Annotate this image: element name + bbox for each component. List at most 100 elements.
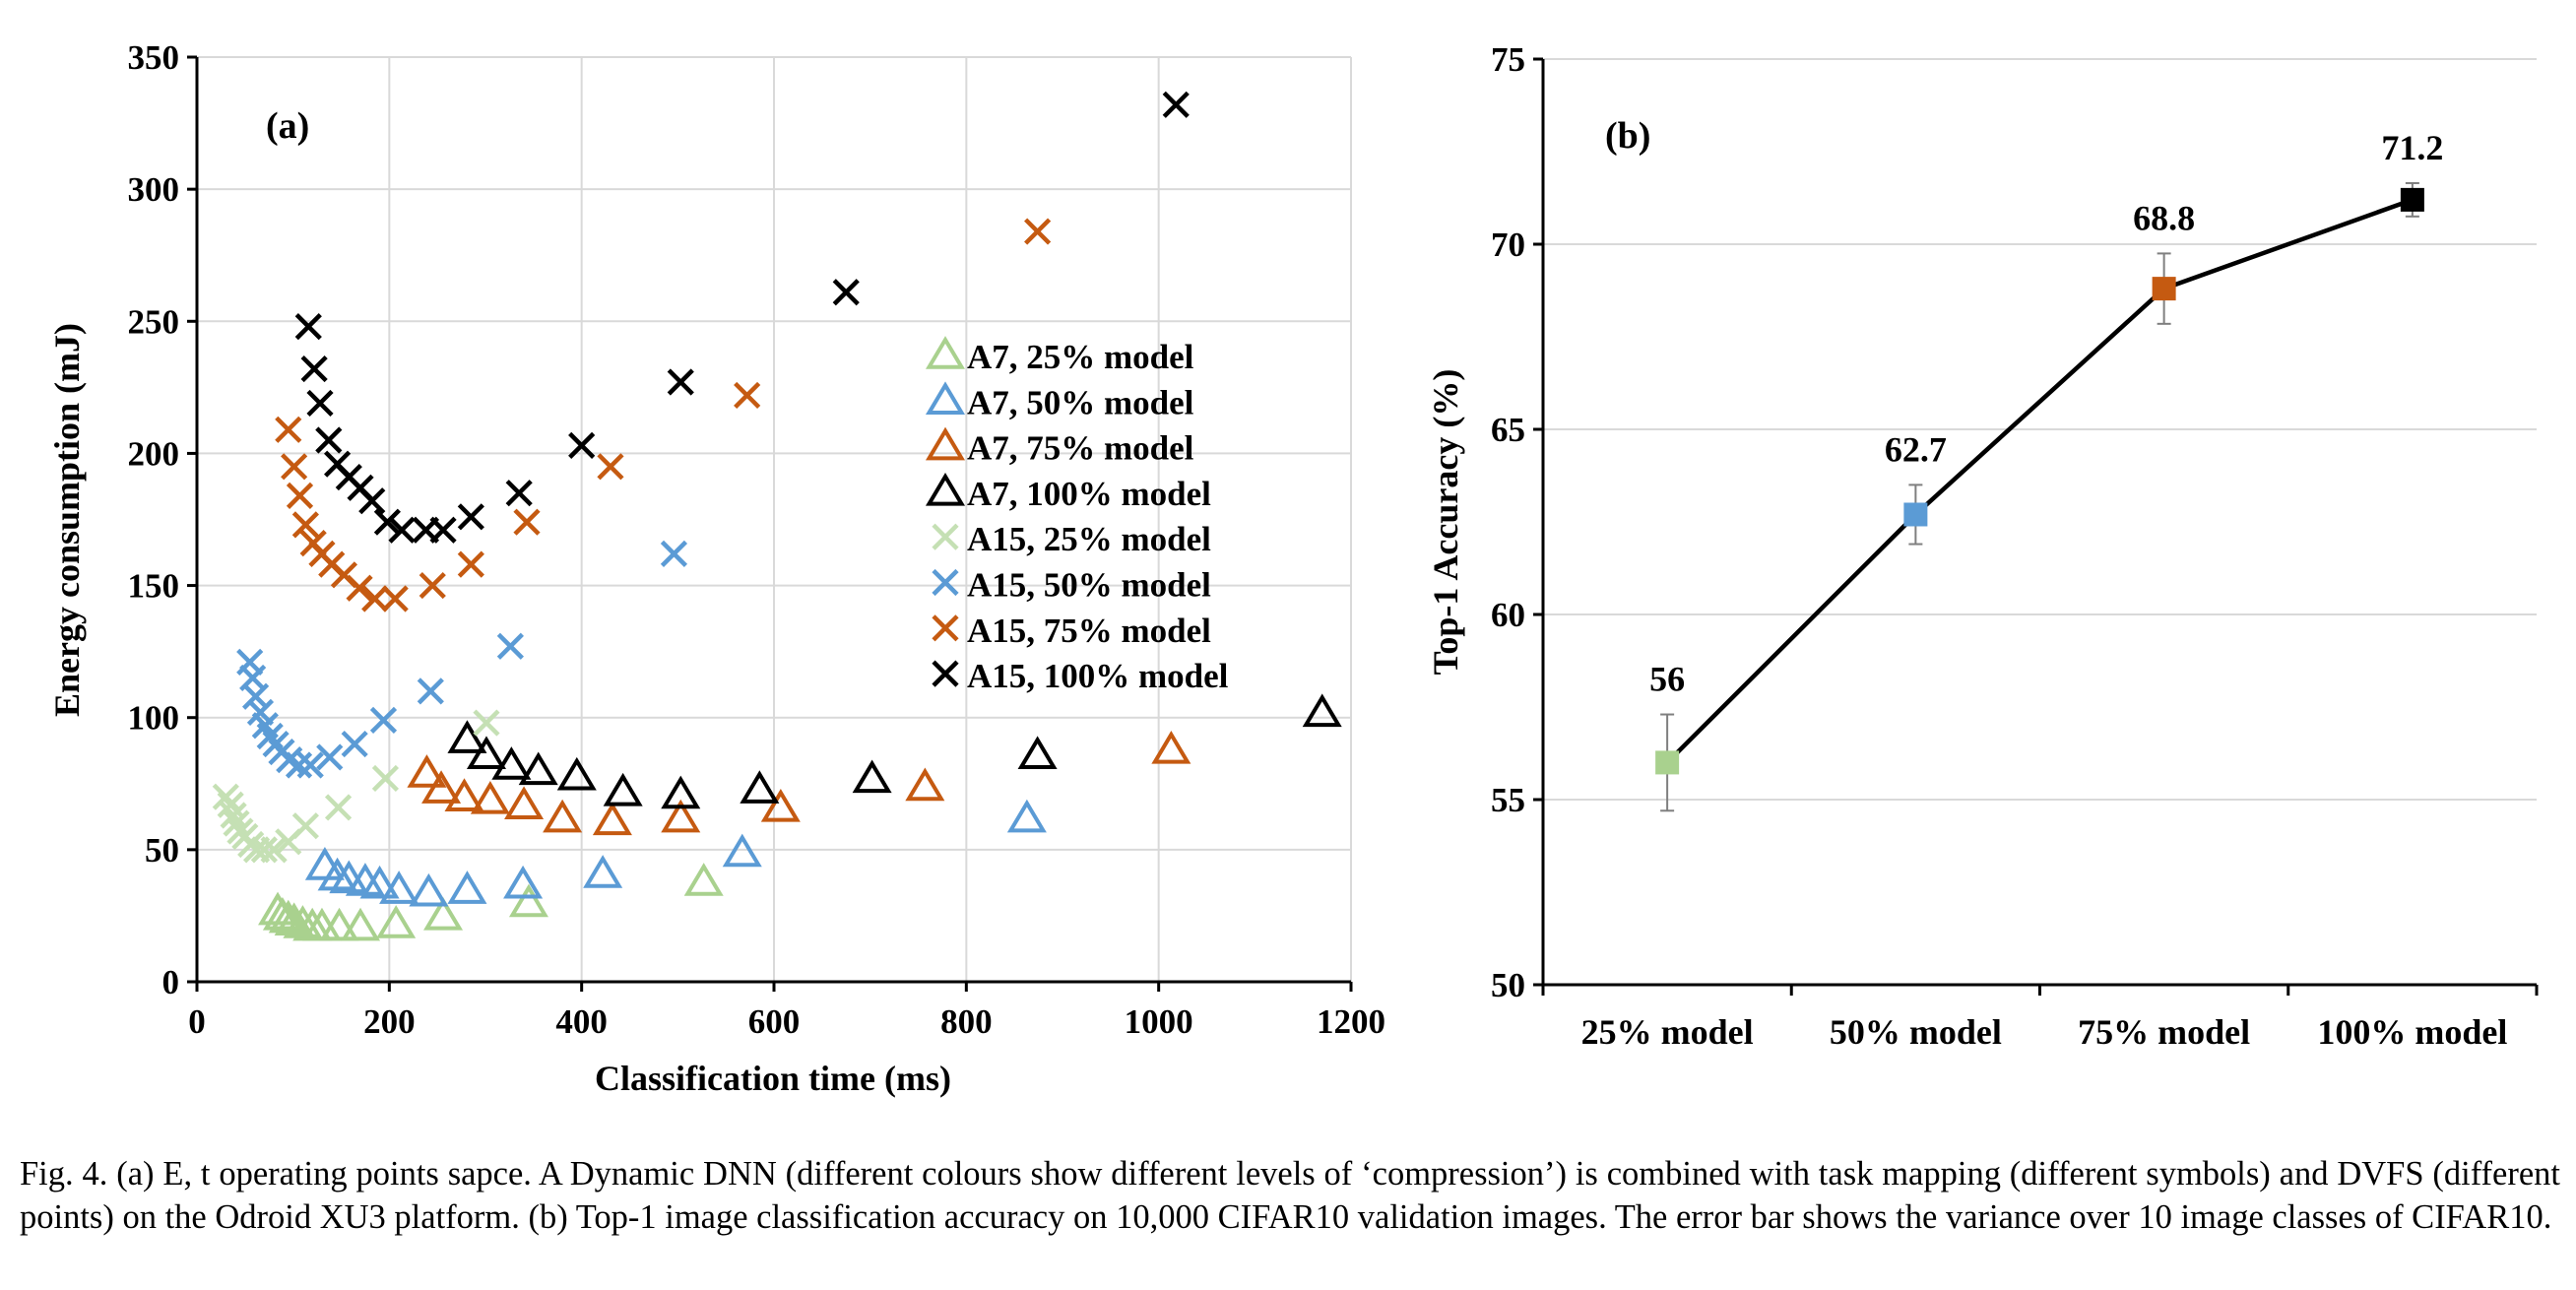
chart-a-point xyxy=(457,550,484,578)
chart-a-point xyxy=(905,767,945,802)
chart-b: 50 55 60 65 70 75 25% model 50% model 75% model 1… xyxy=(1426,40,2539,1052)
chart-a-x-axis-label: Classification time (ms) xyxy=(595,1059,951,1098)
chart-a-point xyxy=(603,772,643,806)
chart-a-legend-entry: A7, 50% model xyxy=(925,381,1194,421)
chart-a-point xyxy=(317,857,357,891)
chart-a-point xyxy=(417,677,444,705)
chart-a-point xyxy=(341,907,381,941)
chart-a-point xyxy=(444,778,484,811)
chart-a-series-7 xyxy=(294,91,1190,544)
chart-b-y-tick-label: 70 xyxy=(1491,226,1525,264)
chart-a-legend-entry: A15, 75% model xyxy=(932,612,1211,650)
chart-b-marker xyxy=(1655,750,1680,775)
chart-a-series-6 xyxy=(275,218,1052,613)
figure-caption: Fig. 4. (a) E, t operating points sapce.… xyxy=(20,1155,2560,1236)
chart-a-series-4 xyxy=(212,709,500,864)
chart-a-point xyxy=(421,770,462,804)
chart-a-legend: A7, 25% model A7, 50% model A7, 75% model A… xyxy=(925,336,1229,695)
chart-a-legend-marker xyxy=(932,660,959,687)
chart-a-point xyxy=(283,905,323,938)
chart-b-data-label: 68.8 xyxy=(2133,198,2195,237)
chart-a-x-tick-label: 600 xyxy=(748,1002,801,1041)
chart-a-point xyxy=(597,453,624,481)
chart-a-point xyxy=(447,871,487,904)
chart-a-point xyxy=(518,751,558,786)
chart-a-point xyxy=(223,809,250,837)
chart-a-point xyxy=(429,516,457,544)
chart-a-point xyxy=(319,907,359,941)
chart-a-point xyxy=(369,706,398,734)
chart-a-point xyxy=(358,487,386,515)
chart-a-point xyxy=(832,279,860,306)
chart-a-legend-marker xyxy=(925,381,966,416)
chart-b-line xyxy=(1665,197,2414,764)
chart-a-point xyxy=(274,902,314,936)
chart-b-panel-label: (b) xyxy=(1605,115,1650,157)
chart-b-axes xyxy=(1533,57,2539,996)
chart-a-series-3 xyxy=(447,693,1342,809)
chart-a-legend-label: A7, 50% model xyxy=(967,383,1194,421)
chart-a-legend-label: A15, 25% model xyxy=(967,520,1211,558)
chart-a-point xyxy=(260,836,288,864)
chart-a-point xyxy=(556,756,597,791)
chart-b-marker xyxy=(1903,502,1928,527)
chart-a-legend-entry: A7, 100% model xyxy=(925,472,1211,513)
chart-a-point xyxy=(760,789,801,822)
chart-a-point xyxy=(543,799,583,833)
chart-b-data-label: 62.7 xyxy=(1885,429,1947,469)
chart-a-point xyxy=(381,585,409,613)
chart-a-point xyxy=(250,836,278,864)
chart-a-point xyxy=(508,883,548,918)
chart-a-point xyxy=(683,863,724,896)
chart-b-y-tick-label: 75 xyxy=(1491,40,1525,79)
chart-a-point xyxy=(1017,736,1058,770)
chart-a-point xyxy=(505,480,533,507)
chart-a-point xyxy=(300,355,328,383)
chart-a-legend-marker xyxy=(932,568,959,597)
chart-a-x-tick-label: 1000 xyxy=(1125,1002,1193,1041)
chart-b-point-1: 62.7 xyxy=(1885,429,1947,546)
chart-a-legend-marker xyxy=(932,614,959,642)
chart-a-x-tick-label: 1200 xyxy=(1317,1002,1385,1041)
chart-a-point xyxy=(423,897,464,931)
chart-a-series-0 xyxy=(258,863,724,941)
chart-a-point xyxy=(419,571,446,600)
chart-b-data-label: 71.2 xyxy=(2381,128,2443,167)
chart-a-legend-entry: A15, 100% model xyxy=(932,657,1229,695)
chart-a-legend-entry: A15, 50% model xyxy=(932,566,1211,605)
chart-a-y-tick-label: 200 xyxy=(128,434,180,473)
chart-a-point xyxy=(306,389,334,418)
chart-a-legend-label: A15, 50% model xyxy=(967,566,1211,605)
chart-b-gridlines xyxy=(1543,58,2537,801)
chart-a-point xyxy=(376,905,417,938)
chart-b-category-label: 100% model xyxy=(2317,1012,2507,1052)
chart-a-legend-entry: A7, 75% model xyxy=(925,426,1194,468)
chart-b-marker xyxy=(2152,277,2176,301)
chart-a-legend-label: A7, 100% model xyxy=(967,475,1211,513)
chart-a-point xyxy=(660,540,688,567)
chart-a-point xyxy=(491,746,532,780)
chart-a-point xyxy=(513,508,541,536)
chart-b-y-tick-label: 55 xyxy=(1491,781,1525,819)
chart-a-point xyxy=(661,799,701,833)
chart-a-point xyxy=(220,802,247,829)
chart-a-point xyxy=(1162,91,1190,118)
chart-a-point xyxy=(496,632,524,660)
chart-a-panel-label: (a) xyxy=(266,105,309,147)
chart-a-axes xyxy=(187,55,1353,992)
chart-a-point xyxy=(324,794,353,821)
chart-a-point xyxy=(275,416,302,443)
chart-a-points xyxy=(212,91,1342,941)
chart-a-y-tick-label: 100 xyxy=(128,699,180,738)
chart-a-legend-marker xyxy=(925,336,966,369)
chart-b-marker xyxy=(2400,187,2424,212)
chart-a-legend-marker xyxy=(925,472,966,506)
chart-a-legend-entry: A7, 25% model xyxy=(925,336,1194,376)
chart-b-category-label: 75% model xyxy=(2078,1012,2250,1052)
chart-a-point xyxy=(316,743,344,771)
chart-a-point xyxy=(285,751,313,779)
chart-a-x-tick-label: 800 xyxy=(940,1002,993,1041)
chart-a-x-tick-label: 0 xyxy=(188,1002,206,1041)
chart-b-y-tick-label: 50 xyxy=(1491,966,1525,1004)
